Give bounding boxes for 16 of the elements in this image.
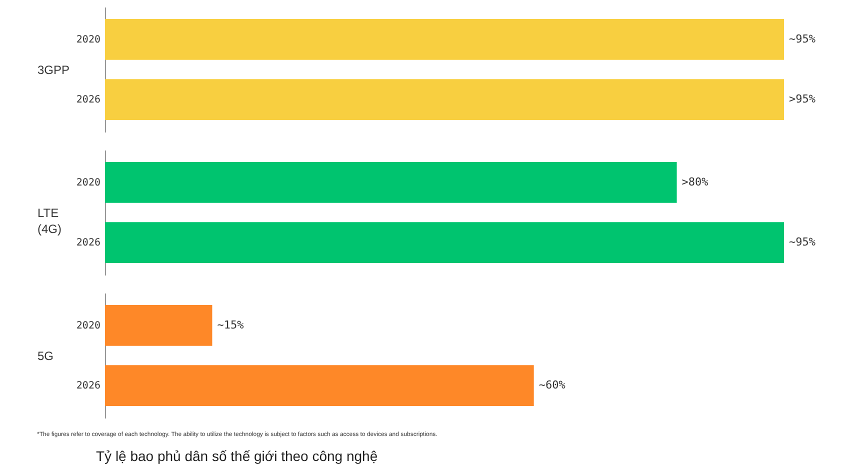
y-tick-label: 2020 — [76, 177, 100, 188]
data-label: ~95% — [789, 236, 816, 249]
y-axis-title: 3GPP — [38, 63, 70, 77]
data-label: ~95% — [789, 32, 816, 46]
y-axis-title: LTE (4G) — [38, 206, 62, 236]
y-axis-title: 5G — [38, 349, 54, 363]
y-tick-label: 2026 — [76, 94, 100, 106]
y-tick-label: 2020 — [76, 320, 100, 332]
y-tick-label: 2026 — [76, 380, 100, 392]
data-label: ~60% — [538, 378, 566, 392]
text: Tỷ lệ bao phủ dân số thế giới theo công nghệ — [96, 448, 378, 464]
data-label: >80% — [682, 175, 709, 188]
data-label: >95% — [789, 92, 816, 106]
data-label: ~15% — [217, 318, 244, 332]
y-tick-label: 2020 — [76, 34, 100, 46]
y-tick-label: 2026 — [76, 238, 100, 249]
